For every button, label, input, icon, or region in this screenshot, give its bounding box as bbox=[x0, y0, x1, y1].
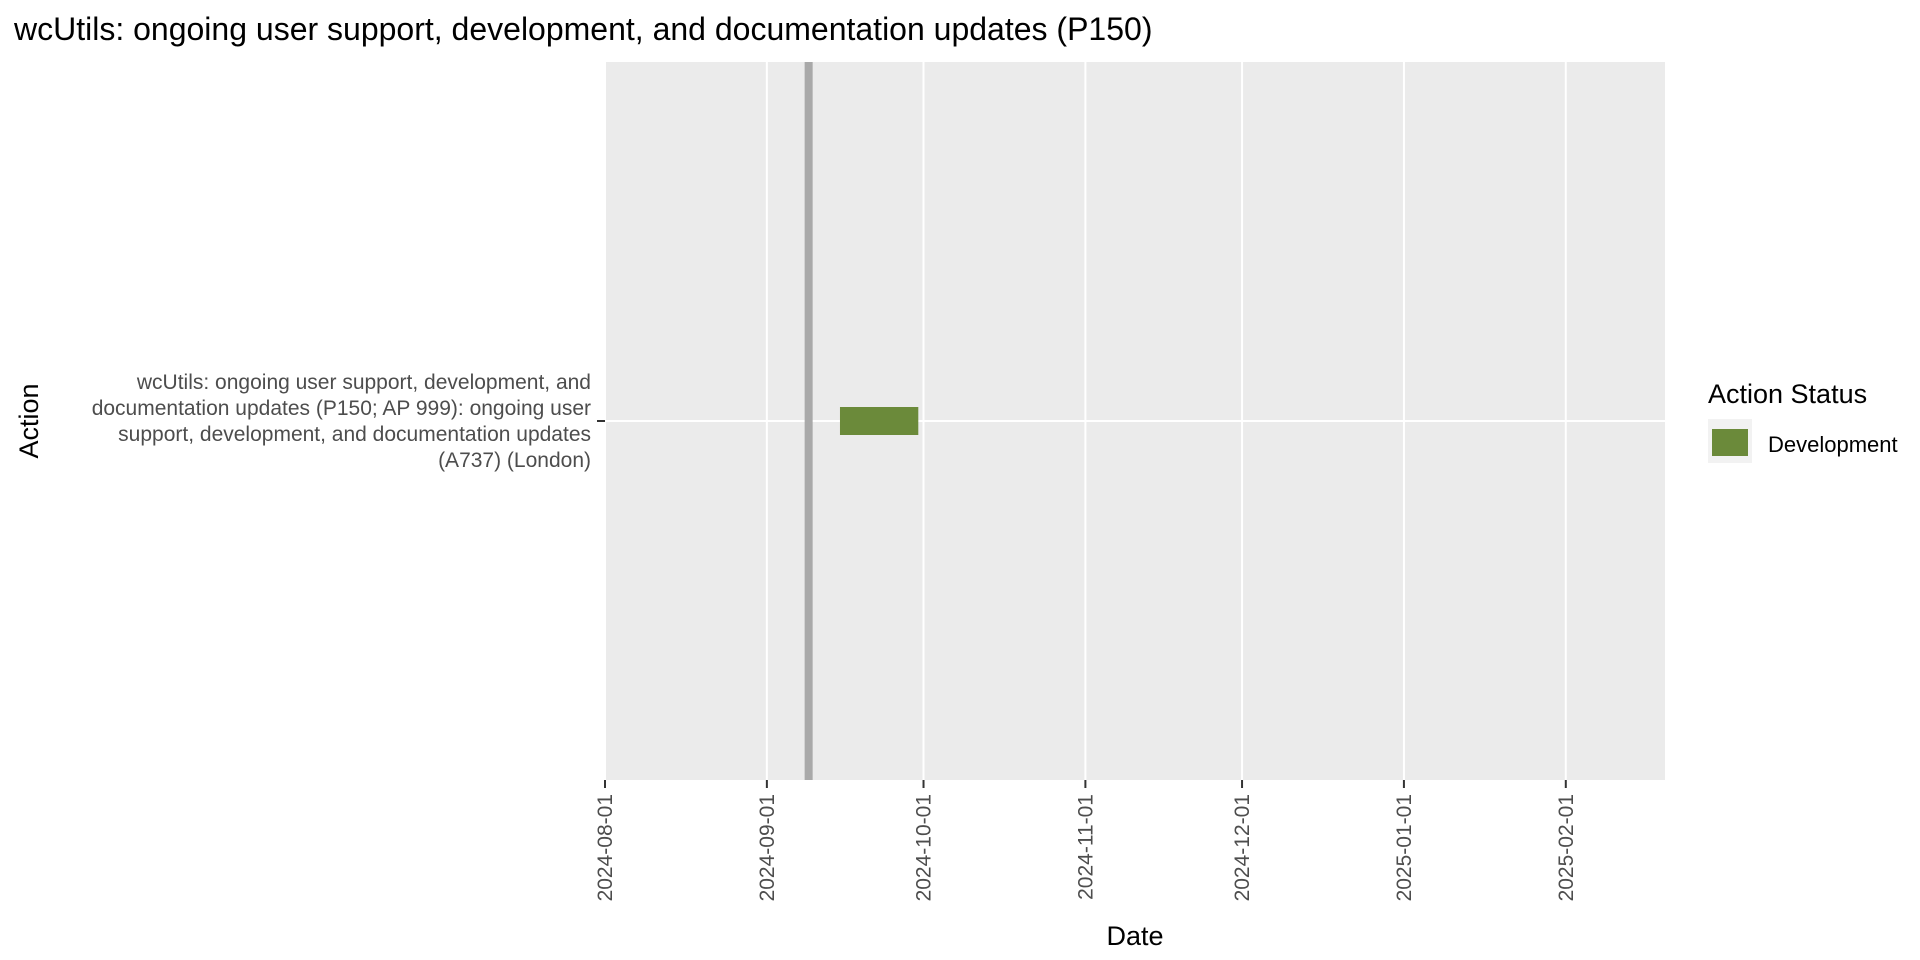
x-axis-title: Date bbox=[1106, 921, 1163, 951]
today-line bbox=[804, 62, 813, 780]
task-bars bbox=[839, 407, 919, 435]
x-tick-label: 2024-10-01 bbox=[913, 794, 936, 901]
legend-key-development bbox=[1712, 429, 1748, 456]
x-tick-label: 2024-12-01 bbox=[1231, 794, 1254, 901]
x-tick-label: 2025-01-01 bbox=[1393, 794, 1416, 901]
legend-label-development: Development bbox=[1768, 432, 1898, 457]
y-axis-title: Action bbox=[14, 383, 44, 458]
x-tick-label: 2024-11-01 bbox=[1074, 794, 1097, 900]
chart-title: wcUtils: ongoing user support, developme… bbox=[13, 11, 1152, 47]
x-axis: 2024-08-01 2024-09-01 2024-10-01 2024-11-01… bbox=[594, 780, 1578, 901]
gridlines bbox=[604, 62, 1665, 780]
y-tick-label-line: wcUtils: ongoing user support, developme… bbox=[136, 371, 591, 394]
y-axis: wcUtils: ongoing user support, developme… bbox=[92, 371, 605, 472]
y-tick-label-line: (A737) (London) bbox=[438, 449, 591, 472]
y-tick-label-line: documentation updates (P150; AP 999): on… bbox=[92, 397, 591, 420]
today-marker bbox=[804, 62, 813, 780]
x-tick-label: 2024-08-01 bbox=[594, 794, 617, 901]
legend: Action Status Development bbox=[1708, 379, 1898, 463]
x-tick-label: 2024-09-01 bbox=[756, 794, 779, 901]
task-bar bbox=[839, 407, 919, 435]
y-tick-label-line: support, development, and documentation … bbox=[118, 423, 591, 446]
legend-title: Action Status bbox=[1708, 379, 1867, 409]
x-tick-label: 2025-02-01 bbox=[1555, 794, 1578, 901]
